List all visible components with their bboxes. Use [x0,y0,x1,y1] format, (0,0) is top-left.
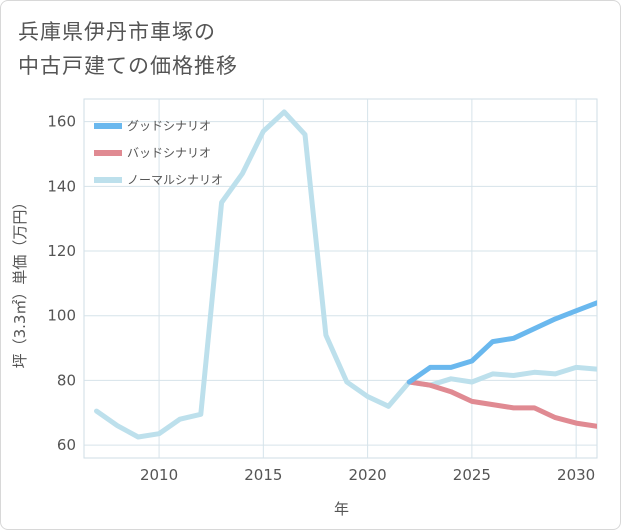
y-tick-label: 80 [57,371,76,389]
grid [83,98,598,459]
plot-area [83,98,598,459]
y-tick-label: 120 [47,242,76,260]
chart-title: 兵庫県伊丹市車塚の 中古戸建ての価格推移 [18,15,438,83]
series-line-good [406,300,597,385]
legend-label-good: グッドシナリオ [127,119,211,133]
x-axis-label: 年 [334,500,349,518]
axes: 2010 2015 2020 2025 2030 60 80 100 120 140 160 年 坪（3… [11,113,595,518]
chart-title-line-2: 中古戸建ての価格推移 [18,54,238,78]
x-tick-label: 2010 [140,466,178,484]
y-tick-label: 60 [57,436,76,454]
series-lines [94,109,597,440]
series-line-normal [94,109,597,440]
x-tick-label: 2025 [453,466,491,484]
y-tick-label: 160 [47,113,76,131]
y-axis-label: 坪（3.3㎡）単価（万円） [11,195,29,369]
x-tick-label: 2015 [244,466,282,484]
chart-title-line-1: 兵庫県伊丹市車塚の [18,20,216,44]
x-tick-label: 2030 [557,466,595,484]
x-tick-label: 2020 [349,466,387,484]
legend-label-normal: ノーマルシナリオ [127,173,223,187]
legend-label-bad: バッドシナリオ [127,146,211,160]
series-line-bad [406,379,597,429]
y-tick-label: 100 [47,307,76,325]
y-tick-label: 140 [47,177,76,195]
